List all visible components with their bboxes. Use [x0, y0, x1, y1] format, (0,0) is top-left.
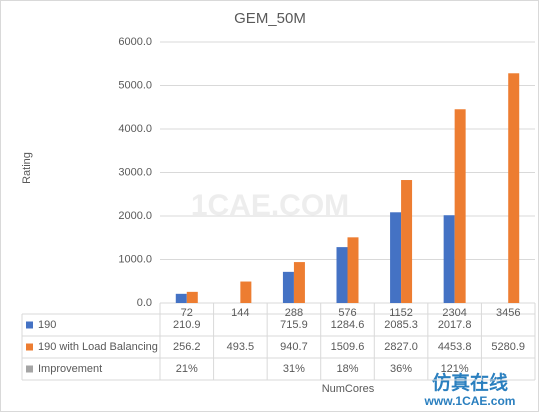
bar: [443, 215, 455, 303]
table-cell: 210.9: [173, 319, 201, 331]
bar: [508, 73, 520, 303]
table-cell: 36%: [390, 363, 412, 375]
y-tick-label: 4000.0: [118, 123, 152, 135]
x-tick-label: 288: [285, 307, 303, 319]
x-tick-label: 3456: [496, 307, 520, 319]
y-tick-label: 1000.0: [118, 253, 152, 265]
bar: [240, 281, 252, 303]
table-cell: 256.2: [173, 341, 201, 353]
bar: [454, 109, 466, 303]
legend-label: 190 with Load Balancing: [38, 341, 158, 353]
table-cell: 2017.8: [438, 319, 472, 331]
bar: [347, 237, 359, 303]
bar: [186, 291, 198, 303]
y-tick-label: 2000.0: [118, 210, 152, 222]
table-cell: 1284.6: [331, 319, 365, 331]
table-cell: 21%: [176, 363, 198, 375]
y-tick-label: 6000.0: [118, 36, 152, 48]
watermark-brand: 仿真在线: [432, 371, 508, 394]
legend-key: [26, 321, 33, 329]
table-cell: 2085.3: [384, 319, 418, 331]
legend-key: [26, 365, 33, 373]
bar: [390, 212, 402, 303]
legend-label: Improvement: [38, 363, 102, 375]
bar: [175, 293, 187, 303]
legend-label: 190: [38, 319, 56, 331]
bar: [293, 262, 305, 303]
table-cell: 1509.6: [331, 341, 365, 353]
table-cell: 5280.9: [491, 341, 525, 353]
table-cell: 121%: [441, 363, 469, 375]
bar: [401, 180, 413, 303]
table-cell: 493.5: [227, 341, 255, 353]
y-tick-label: 0.0: [137, 297, 152, 309]
x-tick-label: 576: [338, 307, 356, 319]
chart-title: GEM_50M: [234, 10, 306, 27]
watermark: 1CAE.COM: [191, 189, 349, 222]
x-axis-label: NumCores: [322, 383, 375, 395]
table-cell: 715.9: [280, 319, 308, 331]
bar: [336, 247, 348, 303]
legend-key: [26, 343, 33, 351]
x-tick-label: 144: [231, 307, 249, 319]
x-tick-label: 72: [181, 307, 193, 319]
bar: [282, 271, 294, 303]
table-cell: 2827.0: [384, 341, 418, 353]
y-tick-label: 5000.0: [118, 79, 152, 91]
watermark-url: www.1CAE.com: [424, 394, 516, 408]
x-tick-label: 2304: [442, 307, 466, 319]
x-tick-label: 1152: [389, 307, 413, 319]
y-tick-label: 3000.0: [118, 166, 152, 178]
table-cell: 31%: [283, 363, 305, 375]
table-cell: 940.7: [280, 341, 308, 353]
table-cell: 18%: [336, 363, 358, 375]
table-cell: 4453.8: [438, 341, 472, 353]
y-axis-label: Rating: [21, 152, 33, 184]
